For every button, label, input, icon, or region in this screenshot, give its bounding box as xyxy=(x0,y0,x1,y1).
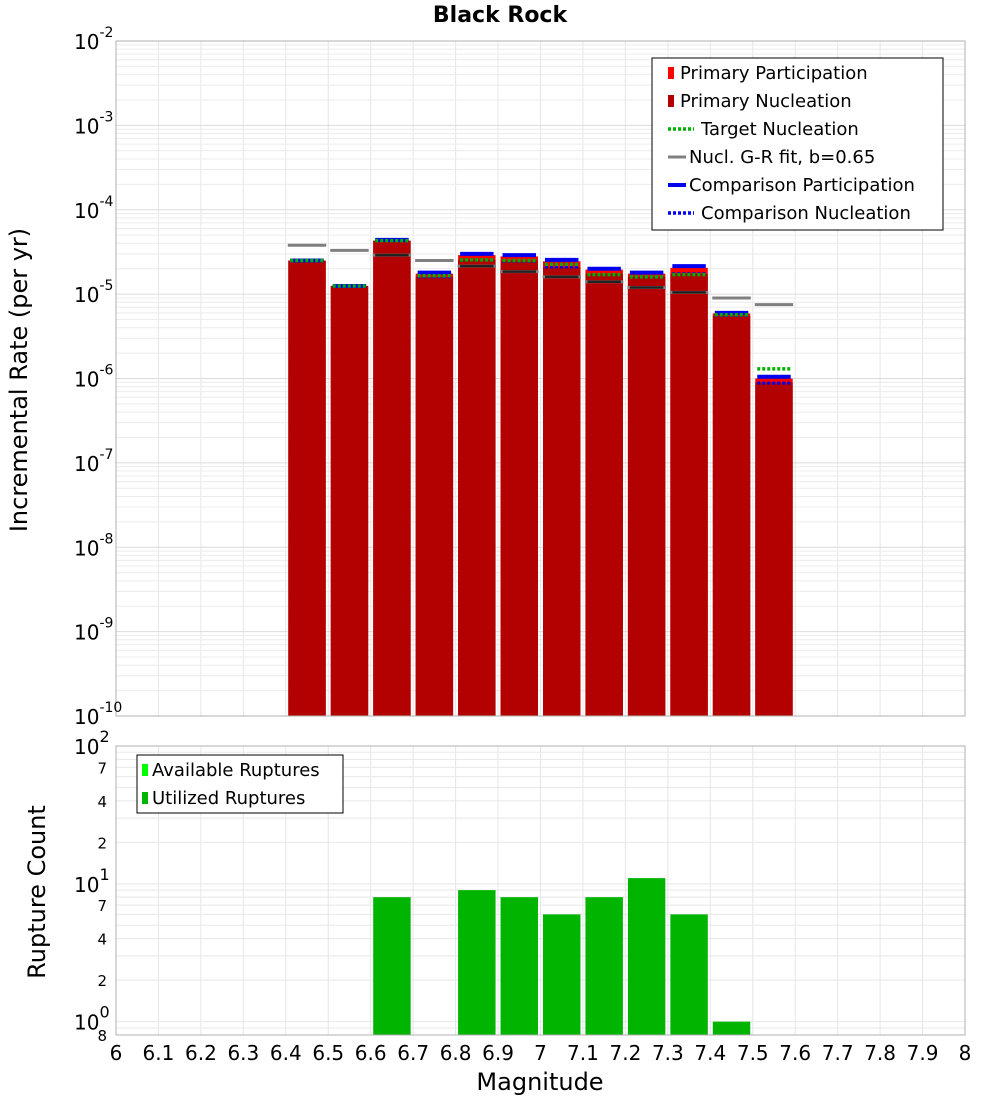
rate-bars xyxy=(288,240,793,717)
magnitude-x-tick-label: 6.1 xyxy=(143,1041,175,1065)
magnitude-x-tick-label: 6.3 xyxy=(227,1041,259,1065)
legend-comparison-nucleation-label: Comparison Nucleation xyxy=(701,203,911,224)
magnitude-x-tick-label: 7.1 xyxy=(567,1041,599,1065)
primary-nucleation-bar xyxy=(712,316,751,716)
utilized-ruptures-bar xyxy=(458,890,496,1035)
primary-nucleation-bar xyxy=(543,266,581,716)
primary-nucleation-bar xyxy=(330,285,369,716)
magnitude-x-tick-label: 6.9 xyxy=(482,1041,514,1065)
magnitude-x-tick-label: 7.5 xyxy=(737,1041,769,1065)
rate-y-tick-label: 10-6 xyxy=(74,363,114,392)
utilized-ruptures-bar xyxy=(500,897,538,1035)
rate-y-ticks: 10-2 10-3 10-4 10-5 10-6 10-7 10-8 10-9 10-10 xyxy=(74,25,122,729)
magnitude-x-tick-label: 7.7 xyxy=(822,1041,854,1065)
rate-y-tick-label: 10-8 xyxy=(74,531,113,560)
magnitude-x-tick-label: 7.3 xyxy=(652,1041,684,1065)
rate-legend: Primary Participation Primary Nucleation T… xyxy=(651,57,944,231)
legend-comparison-participation-label: Comparison Participation xyxy=(689,175,915,196)
primary-nucleation-bar xyxy=(670,273,708,716)
rate-y-tick-label: 10-5 xyxy=(74,278,113,307)
magnitude-x-axis-label: Magnitude xyxy=(476,1068,603,1096)
rate-y-axis-label: Incremental Rate (per yr) xyxy=(5,228,33,532)
magnitude-x-tick-label: 7.6 xyxy=(779,1041,811,1065)
legend-primary-participation-label: Primary Participation xyxy=(680,63,868,84)
legend-target-nucleation-label: Target Nucleation xyxy=(700,119,859,140)
count-y-major-tick-label: 101 xyxy=(74,865,110,897)
primary-nucleation-bar xyxy=(755,382,793,716)
count-y-major-tick-label: 100 xyxy=(74,1003,110,1035)
magnitude-x-tick-label: 7.9 xyxy=(907,1041,939,1065)
primary-nucleation-bar xyxy=(585,273,623,716)
primary-nucleation-bar xyxy=(458,259,496,716)
utilized-ruptures-bar xyxy=(712,1021,751,1035)
magnitude-x-tick-label: 7 xyxy=(534,1041,547,1065)
legend-gr-fit-label: Nucl. G-R fit, b=0.65 xyxy=(689,147,875,168)
magnitude-x-tick-label: 6 xyxy=(110,1041,123,1065)
utilized-ruptures-bar xyxy=(585,897,623,1035)
count-y-minor-tick-label: 7 xyxy=(97,897,107,915)
rate-grid xyxy=(115,41,966,717)
utilized-ruptures-bar xyxy=(373,897,411,1035)
count-grid xyxy=(115,745,966,1036)
magnitude-x-tick-label: 6.8 xyxy=(440,1041,472,1065)
count-y-axis-label: Rupture Count xyxy=(23,805,51,979)
magnitude-x-tick-label: 6.6 xyxy=(355,1041,387,1065)
magnitude-x-tick-label: 6.5 xyxy=(312,1041,344,1065)
count-bars xyxy=(373,878,751,1035)
legend-primary-nucleation-label: Primary Nucleation xyxy=(680,91,852,112)
count-y-minor-tick-label: 7 xyxy=(97,759,107,777)
chart-title: Black Rock xyxy=(433,3,569,28)
magnitude-x-tick-label: 7.2 xyxy=(609,1041,641,1065)
primary-nucleation-bar xyxy=(288,260,326,716)
legend-primary-participation-swatch xyxy=(668,67,674,79)
count-y-ticks: 102 101 100 7 4 2 7 4 2 8 xyxy=(74,727,110,1045)
count-y-minor-tick-label: 4 xyxy=(97,931,107,949)
rate-y-tick-label: 10-2 xyxy=(74,25,113,54)
utilized-ruptures-bar xyxy=(543,914,581,1035)
primary-nucleation-bar xyxy=(627,276,666,716)
magnitude-x-tick-label: 6.7 xyxy=(397,1041,429,1065)
count-y-minor-tick-label: 2 xyxy=(97,972,107,990)
rate-panel: 10-2 10-3 10-4 10-5 10-6 10-7 10-8 10-9 10-10 In… xyxy=(5,25,966,729)
rate-y-tick-label: 10-7 xyxy=(74,447,113,476)
magnitude-x-ticks: 6 6.1 6.2 6.3 6.4 6.5 6.6 6.7 6.8 6.9 7 7.1 7.2 7.3 7.… xyxy=(110,1041,972,1065)
rate-y-tick-label: 10-10 xyxy=(74,700,122,729)
count-y-minor-tick-label: 4 xyxy=(97,793,107,811)
legend-available-ruptures-swatch xyxy=(142,764,148,776)
count-legend-box xyxy=(136,754,344,814)
rate-y-tick-label: 10-4 xyxy=(74,194,114,223)
utilized-ruptures-bar xyxy=(670,914,708,1035)
legend-primary-nucleation-swatch xyxy=(668,95,674,107)
count-y-major-tick-label: 102 xyxy=(74,727,110,759)
legend-utilized-ruptures-swatch xyxy=(142,792,148,804)
count-y-minor-tick-label: 2 xyxy=(97,834,107,852)
primary-nucleation-bar xyxy=(500,260,538,716)
legend-utilized-ruptures-label: Utilized Ruptures xyxy=(152,788,305,809)
rate-markers xyxy=(287,237,794,385)
magnitude-x-tick-label: 7.4 xyxy=(694,1041,726,1065)
count-y-minor-tick-label: 8 xyxy=(97,1027,107,1045)
legend-available-ruptures-label: Available Ruptures xyxy=(152,760,320,781)
primary-nucleation-bar xyxy=(373,240,411,717)
rate-y-tick-label: 10-3 xyxy=(74,109,113,138)
magnitude-x-tick-label: 6.2 xyxy=(185,1041,217,1065)
primary-nucleation-bar xyxy=(415,276,454,716)
utilized-ruptures-bar xyxy=(627,878,666,1035)
count-plot-border xyxy=(115,745,966,1036)
magnitude-x-tick-label: 8 xyxy=(959,1041,972,1065)
magnitude-x-tick-label: 6.4 xyxy=(270,1041,302,1065)
rate-plot-border xyxy=(115,40,966,717)
count-legend: Available Ruptures Utilized Ruptures xyxy=(136,754,344,814)
rate-legend-box xyxy=(651,57,944,231)
magnitude-x-tick-label: 7.8 xyxy=(864,1041,896,1065)
rate-y-tick-label: 10-9 xyxy=(74,616,113,645)
